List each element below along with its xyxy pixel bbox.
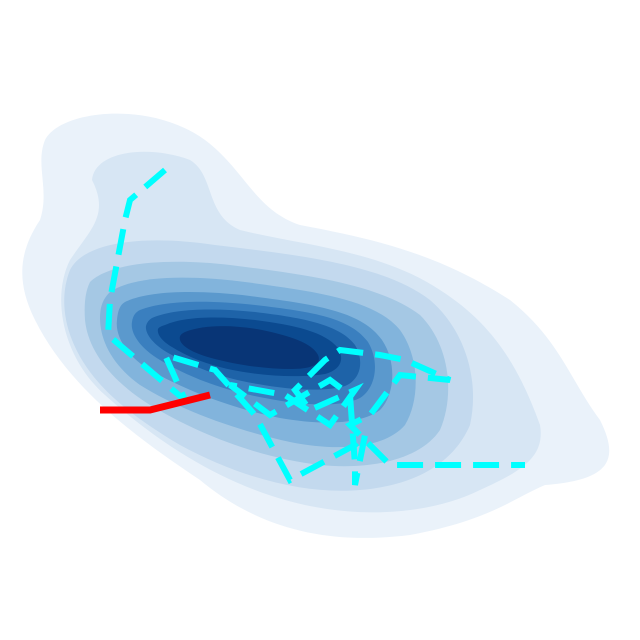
density-contours bbox=[22, 113, 610, 538]
density-contour-level-10 bbox=[179, 326, 319, 369]
dashed-trajectory-line-1 bbox=[104, 167, 525, 486]
trajectory-series bbox=[100, 167, 525, 486]
solid-trajectory-line-2 bbox=[100, 391, 211, 414]
